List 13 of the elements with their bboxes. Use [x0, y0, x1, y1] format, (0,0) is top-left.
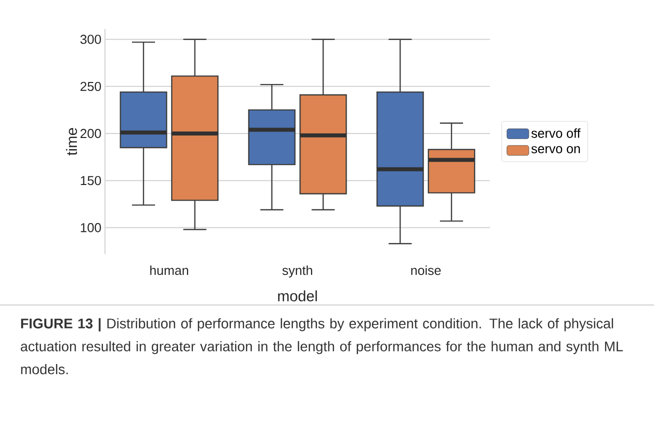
y-tick-label: 150 — [80, 176, 101, 186]
legend-label: servo off — [531, 128, 580, 138]
y-tick-label: 100 — [80, 223, 101, 232]
y-axis-title: time — [66, 128, 78, 156]
y-tick-label: 200 — [80, 128, 101, 138]
y-tick-label: 250 — [80, 82, 101, 92]
y-tick-label: 300 — [80, 34, 101, 44]
text: FIGURE 13 | Distribution of performance lengths by experiment condition. The lack of physical actuation resulted in greater variation in the length of performances for the human and synth ML models. — [20, 318, 623, 374]
x-tick-label: noise — [411, 265, 441, 275]
x-tick-label: synth — [282, 265, 312, 278]
legend-label: servo on — [531, 146, 580, 154]
x-tick-label: human — [150, 265, 188, 275]
x-axis-title: model — [278, 290, 317, 302]
